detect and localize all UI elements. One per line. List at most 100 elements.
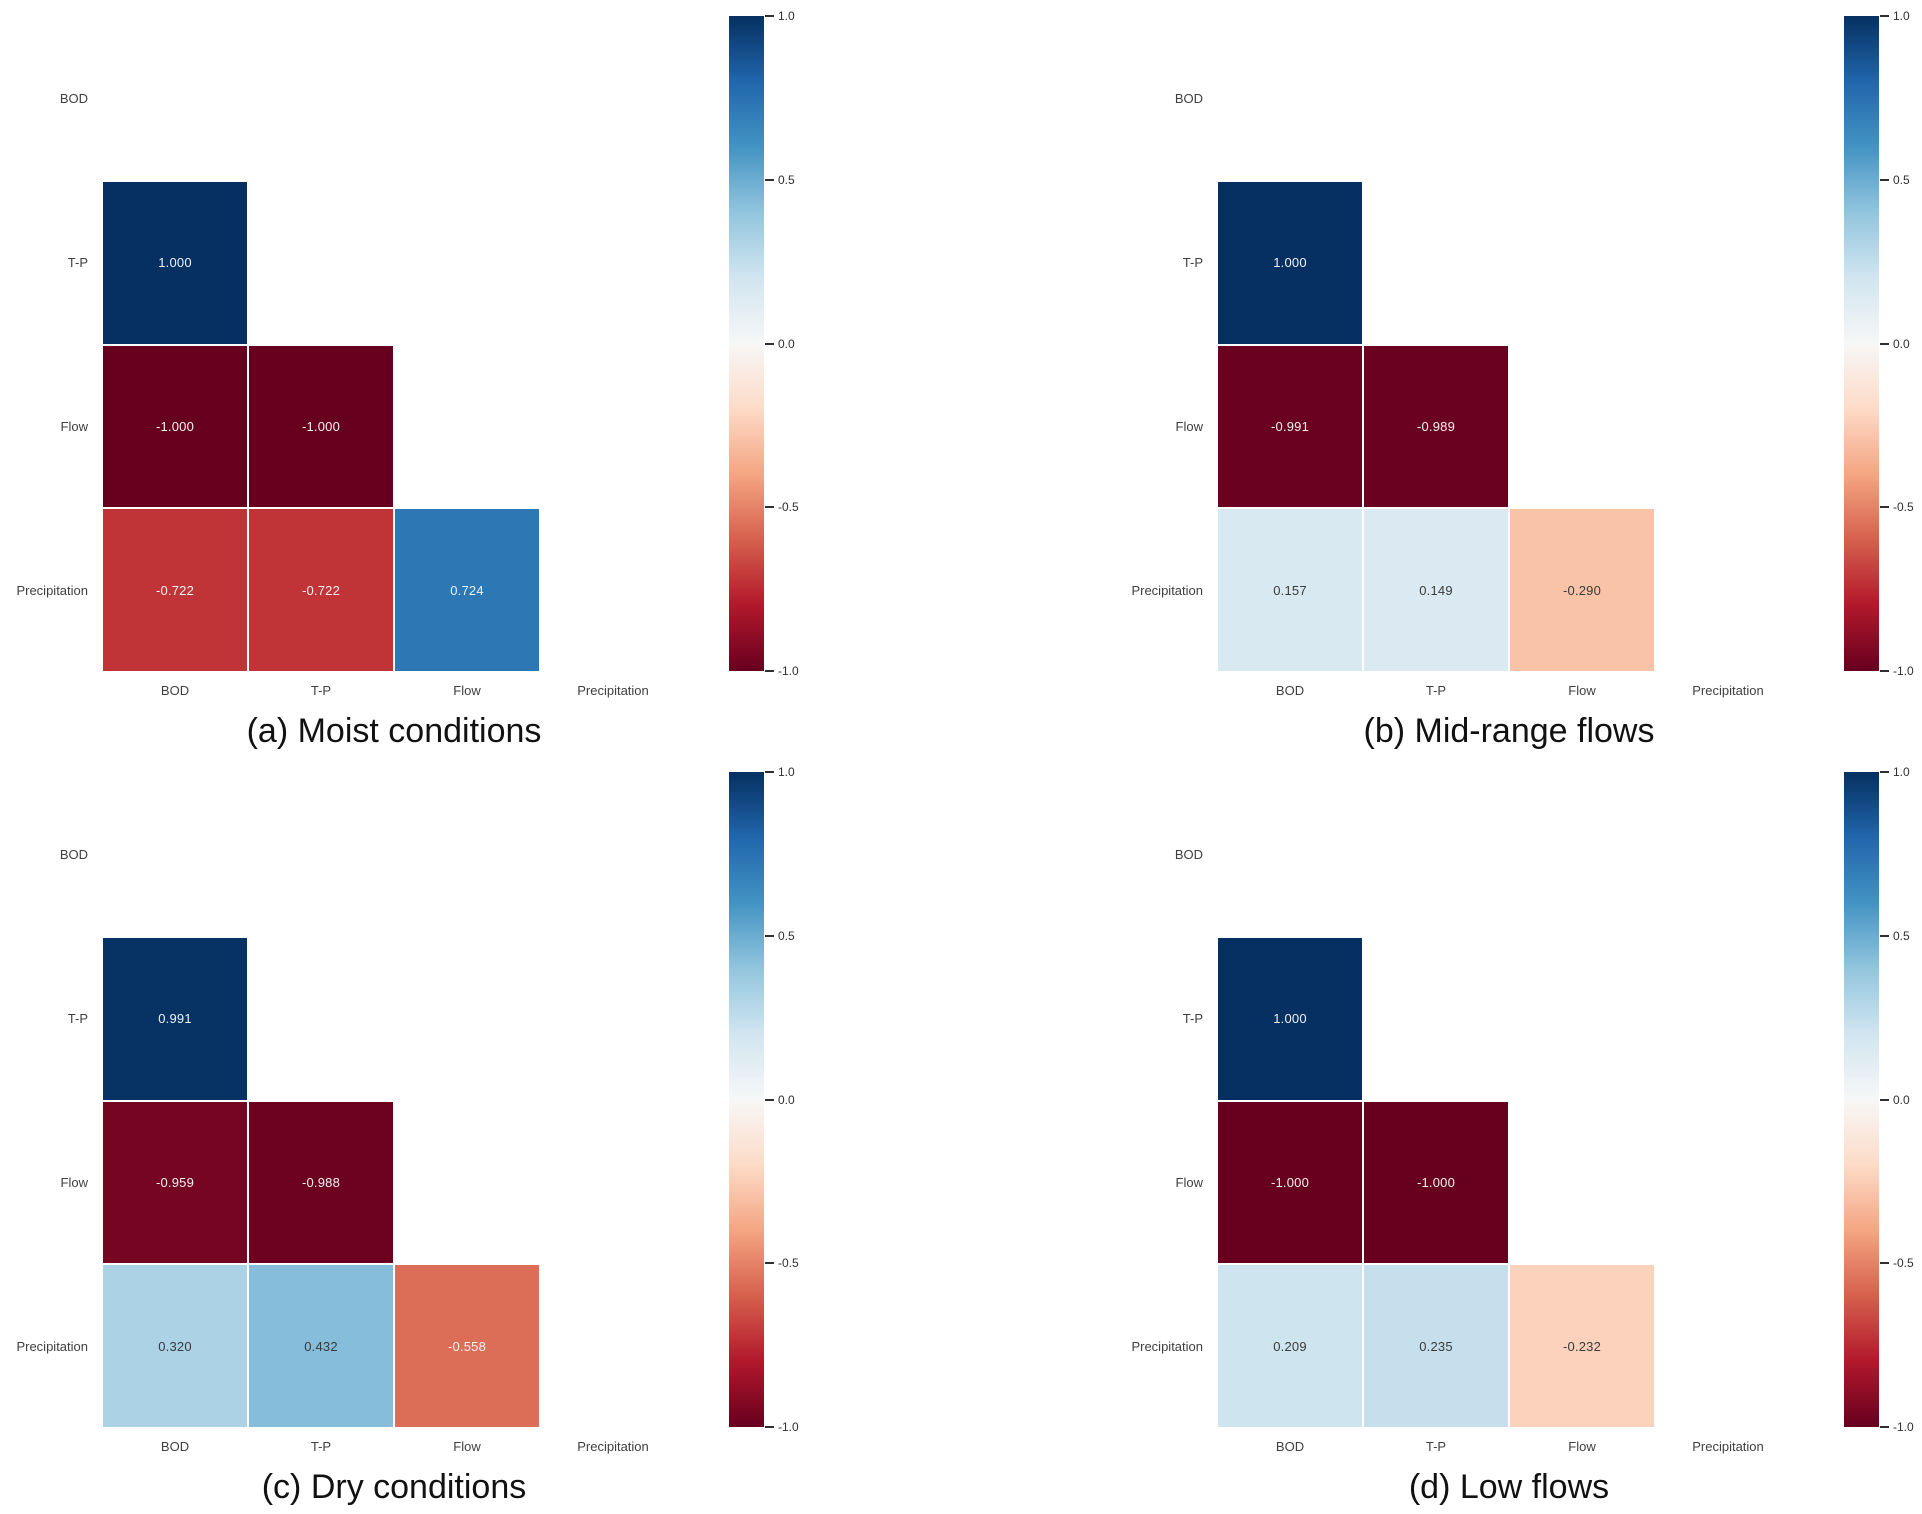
row-label-BOD: BOD [1174, 91, 1203, 107]
row-label-Flow: Flow [1175, 418, 1203, 434]
col-label-Flow: Flow [453, 683, 481, 698]
row-label-T-P: T-P [1182, 1011, 1203, 1027]
colorbar-tick [765, 506, 774, 509]
corr-cell-Flow-BOD: -1.000 [102, 344, 248, 509]
row-label-Precipitation: Precipitation [1131, 1338, 1203, 1354]
corr-cell-Precipitation-Flow: -0.290 [1509, 508, 1655, 672]
colorbar-tick [1880, 1262, 1889, 1265]
colorbar-tick [1880, 506, 1889, 509]
corr-cell-Precipitation-T-P: 0.235 [1363, 1264, 1509, 1428]
col-label-Flow: Flow [453, 1439, 481, 1454]
colorbar: 1.0 0.5 0.0 -0.5 -1.0 [729, 765, 799, 1434]
colorbar-tick-label--1.0: -1.0 [1893, 664, 1914, 678]
corr-cell-Precipitation-T-P: -0.722 [248, 508, 394, 672]
corr-cell-T-P-BOD: 1.000 [1217, 936, 1363, 1101]
col-label-T-P: T-P [1425, 683, 1447, 698]
corr-cell-Precipitation-Flow: 0.724 [394, 508, 540, 672]
colorbar-tick [765, 771, 774, 773]
colorbar-tick [1880, 934, 1889, 937]
colorbar-tick-label-1.0: 1.0 [1893, 765, 1910, 779]
colorbar: 1.0 0.5 0.0 -0.5 -1.0 [1844, 765, 1914, 1434]
colorbar-tick-label-0.0: 0.0 [1893, 1092, 1910, 1107]
colorbar-tick [765, 1098, 774, 1101]
colorbar-tick-label-1.0: 1.0 [778, 9, 795, 23]
col-label-BOD: BOD [1275, 1439, 1305, 1454]
col-label-T-P: T-P [310, 683, 332, 698]
col-label-BOD: BOD [160, 683, 190, 698]
corr-cell-T-P-BOD: 1.000 [102, 180, 248, 345]
colorbar-tick [1880, 342, 1889, 345]
colorbar-tick [765, 1426, 774, 1428]
row-label-BOD: BOD [59, 847, 88, 863]
corr-cell-T-P-BOD: 1.000 [1217, 180, 1363, 345]
corr-cell-Flow-T-P: -0.988 [248, 1100, 394, 1265]
corr-cell-Flow-T-P: -1.000 [1363, 1100, 1509, 1265]
col-label-T-P: T-P [310, 1439, 332, 1454]
colorbar-tick-label--0.5: -0.5 [1893, 500, 1914, 515]
colorbar-gradient [1844, 16, 1879, 671]
corr-cell-Flow-T-P: -0.989 [1363, 344, 1509, 509]
colorbar-gradient [1844, 772, 1879, 1427]
colorbar-tick [1880, 178, 1889, 181]
corr-cell-Precipitation-BOD: 0.209 [1217, 1264, 1363, 1428]
col-label-Precipitation: Precipitation [1692, 1439, 1764, 1454]
row-label-Precipitation: Precipitation [16, 1338, 88, 1354]
colorbar-tick-label-0.0: 0.0 [1893, 336, 1910, 351]
colorbar-tick-label--0.5: -0.5 [778, 1256, 799, 1271]
colorbar-tick [1880, 1098, 1889, 1101]
col-label-BOD: BOD [160, 1439, 190, 1454]
col-label-BOD: BOD [1275, 683, 1305, 698]
panel-caption: (b) Mid-range flows [1363, 712, 1655, 750]
colorbar-tick-label-0.0: 0.0 [778, 336, 795, 351]
panel-low-flows: 1.000 -1.000 -1.000 0.209 0.235 -0.232 1.0 0.5… [1115, 756, 1922, 1513]
corr-cell-Flow-T-P: -1.000 [248, 344, 394, 509]
colorbar-tick-label--1.0: -1.0 [778, 1420, 799, 1434]
corr-cell-Flow-BOD: -0.991 [1217, 344, 1363, 509]
colorbar-tick-label-0.5: 0.5 [1893, 172, 1910, 187]
colorbar-tick-label--1.0: -1.0 [778, 664, 799, 678]
row-label-T-P: T-P [1182, 255, 1203, 271]
colorbar-tick-label-0.0: 0.0 [778, 1092, 795, 1107]
corr-cell-Precipitation-Flow: -0.232 [1509, 1264, 1655, 1428]
corr-cell-Precipitation-T-P: 0.432 [248, 1264, 394, 1428]
panel-caption: (c) Dry conditions [261, 1468, 527, 1506]
colorbar-tick [765, 342, 774, 345]
colorbar-gradient [729, 772, 764, 1427]
row-label-Flow: Flow [60, 418, 88, 434]
row-label-Flow: Flow [1175, 1174, 1203, 1190]
col-label-Flow: Flow [1568, 683, 1596, 698]
col-label-Precipitation: Precipitation [577, 1439, 649, 1454]
col-label-T-P: T-P [1425, 1439, 1447, 1454]
colorbar-tick-label-1.0: 1.0 [778, 765, 795, 779]
row-label-Precipitation: Precipitation [1131, 582, 1203, 598]
colorbar-tick [765, 934, 774, 937]
colorbar-tick [1880, 670, 1889, 672]
colorbar-tick-label-0.5: 0.5 [778, 172, 795, 187]
corr-cell-Precipitation-Flow: -0.558 [394, 1264, 540, 1428]
colorbar-tick-label--1.0: -1.0 [1893, 1420, 1914, 1434]
col-label-Precipitation: Precipitation [1692, 683, 1764, 698]
corr-cell-Precipitation-T-P: 0.149 [1363, 508, 1509, 672]
row-label-Flow: Flow [60, 1174, 88, 1190]
col-label-Flow: Flow [1568, 1439, 1596, 1454]
colorbar-tick [765, 1262, 774, 1265]
corr-cell-T-P-BOD: 0.991 [102, 936, 248, 1101]
colorbar-gradient [729, 16, 764, 671]
panel-moist-conditions: 1.000 -1.000 -1.000 -0.722 -0.722 0.724 1.0 0.… [0, 0, 807, 757]
colorbar: 1.0 0.5 0.0 -0.5 -1.0 [729, 9, 799, 678]
corr-cell-Flow-BOD: -1.000 [1217, 1100, 1363, 1265]
colorbar-tick [765, 670, 774, 672]
corr-cell-Precipitation-BOD: 0.320 [102, 1264, 248, 1428]
colorbar-tick-label-0.5: 0.5 [1893, 928, 1910, 943]
colorbar-tick [1880, 771, 1889, 773]
colorbar-tick-label--0.5: -0.5 [778, 500, 799, 515]
colorbar-tick [1880, 15, 1889, 17]
panel-dry-conditions: 0.991 -0.959 -0.988 0.320 0.432 -0.558 1.0 0.5… [0, 756, 807, 1513]
row-label-T-P: T-P [67, 255, 88, 271]
panel-mid-range-flows: 1.000 -0.991 -0.989 0.157 0.149 -0.290 1.0 0.5… [1115, 0, 1922, 757]
col-label-Precipitation: Precipitation [577, 683, 649, 698]
panel-caption: (d) Low flows [1408, 1468, 1610, 1506]
row-label-Precipitation: Precipitation [16, 582, 88, 598]
panel-caption: (a) Moist conditions [246, 712, 542, 750]
corr-cell-Precipitation-BOD: -0.722 [102, 508, 248, 672]
